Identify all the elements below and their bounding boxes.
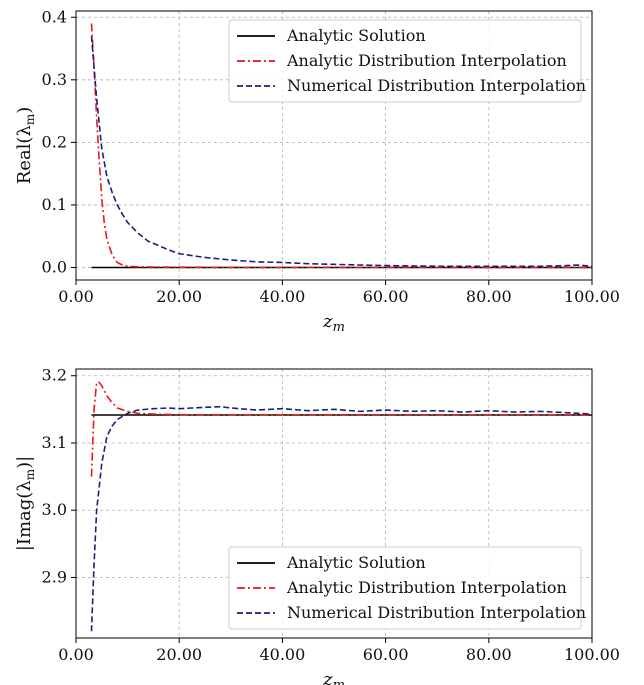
series-line-3 <box>90 405 593 632</box>
y-tick-label: 2.9 <box>42 567 67 586</box>
x-axis-label: zm <box>322 311 345 335</box>
x-tick-label: 80.00 <box>466 645 512 664</box>
y-tick-label: 3.2 <box>42 366 67 385</box>
legend-entry-label: Numerical Distribution Interpolation <box>287 603 586 622</box>
y-tick-label: 0.4 <box>42 7 67 26</box>
series-line-2 <box>90 23 593 269</box>
y-tick-label: 0.2 <box>42 132 67 151</box>
y-tick-label: 3.0 <box>42 500 67 519</box>
x-tick-label: 100.00 <box>564 287 620 306</box>
legend-entry-label: Analytic Solution <box>286 26 426 45</box>
x-tick-label: 60.00 <box>363 287 409 306</box>
y-tick-label: 0.0 <box>42 257 67 276</box>
x-tick-label: 40.00 <box>259 645 305 664</box>
x-tick-label: 60.00 <box>363 645 409 664</box>
x-tick-label: 100.00 <box>564 645 620 664</box>
x-tick-label: 40.00 <box>259 287 305 306</box>
legend-entry-label: Analytic Distribution Interpolation <box>286 51 567 70</box>
y-tick-label: 3.1 <box>42 433 67 452</box>
x-tick-label: 0.00 <box>58 645 94 664</box>
x-axis-label: zm <box>322 669 345 685</box>
y-tick-label: 0.1 <box>42 195 67 214</box>
axes-frame <box>75 10 593 281</box>
series-line-3 <box>90 35 593 268</box>
series-line-2 <box>90 381 593 477</box>
x-tick-label: 20.00 <box>156 645 202 664</box>
legend-box <box>228 19 582 103</box>
y-axis-label: Real(λm) <box>14 107 37 185</box>
y-tick-label: 0.3 <box>42 70 67 89</box>
y-axis-label: |Imag(λm)| <box>14 456 37 551</box>
x-tick-label: 80.00 <box>466 287 512 306</box>
legend-entry-label: Numerical Distribution Interpolation <box>287 76 586 95</box>
legend-entry-label: Analytic Solution <box>286 553 426 572</box>
legend: Analytic Solution Analytic Distribution I… <box>228 546 586 630</box>
chart-panel-2: 0.00 20.00 40.00 60.00 80.00 100.00 2.9 3.0 3.1 3… <box>14 366 620 685</box>
axes-frame <box>75 368 593 639</box>
chart-panel-1: 0.00 20.00 40.00 60.00 80.00 100.00 0.0 0.1 0.2 0… <box>14 7 620 335</box>
legend-box <box>228 546 582 630</box>
x-tick-label: 0.00 <box>58 287 94 306</box>
legend-entry-label: Analytic Distribution Interpolation <box>286 578 567 597</box>
legend: Analytic Solution Analytic Distribution I… <box>228 19 586 103</box>
x-tick-label: 20.00 <box>156 287 202 306</box>
